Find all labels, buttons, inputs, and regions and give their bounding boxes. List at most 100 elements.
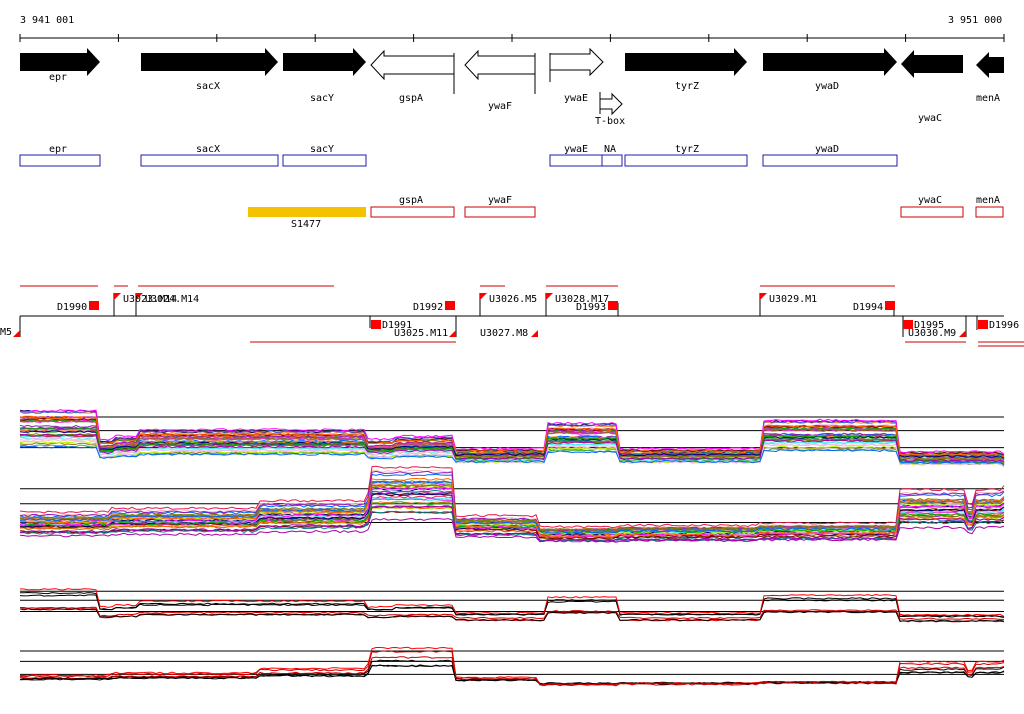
gene-label: tyrZ bbox=[675, 81, 699, 92]
feature-label: D1993 bbox=[576, 302, 606, 313]
marker-U3023[interactable] bbox=[114, 293, 121, 300]
marker-U3025[interactable] bbox=[449, 330, 456, 337]
gene-menA[interactable]: menA bbox=[976, 52, 1004, 104]
expression-line bbox=[19, 588, 1005, 617]
marker-U3027[interactable] bbox=[531, 330, 538, 337]
blue-box-epr[interactable]: epr bbox=[19, 144, 101, 167]
red-box-gspA[interactable]: gspA bbox=[370, 195, 455, 218]
feature-label: M5 bbox=[0, 327, 12, 338]
expression-tracks bbox=[19, 409, 1005, 687]
box-label: epr bbox=[49, 144, 67, 155]
expression-line bbox=[20, 606, 1004, 620]
gene-label: epr bbox=[49, 72, 67, 83]
marker-D1994[interactable] bbox=[885, 301, 895, 310]
box-label: ywaF bbox=[488, 195, 512, 206]
marker-D1992[interactable] bbox=[445, 301, 455, 310]
segment-bar-S1477[interactable] bbox=[248, 207, 366, 217]
gene-label: menA bbox=[976, 93, 1000, 104]
feature-label: D1992 bbox=[413, 302, 443, 313]
marker-D1995[interactable] bbox=[903, 320, 913, 329]
box-label: sacY bbox=[310, 144, 334, 155]
expression-line bbox=[19, 479, 1005, 532]
feature-label: U3026.M5 bbox=[489, 294, 537, 305]
feature-label: U3029.M1 bbox=[769, 294, 817, 305]
marker-U3026[interactable] bbox=[480, 293, 487, 300]
expression-line bbox=[19, 650, 1005, 686]
blue-box-track: epr sacX sacY ywaE NA tyrZ ywaD bbox=[19, 144, 898, 167]
expression-line bbox=[19, 433, 1005, 461]
red-box-ywaF[interactable]: ywaF bbox=[464, 195, 536, 218]
coord-start: 3 941 001 bbox=[20, 15, 74, 26]
expression-line bbox=[19, 416, 1005, 458]
gene-sacY[interactable]: sacY bbox=[283, 48, 366, 104]
marker-U3030[interactable] bbox=[959, 330, 966, 337]
blue-box-ywaD[interactable]: ywaD bbox=[762, 144, 898, 167]
gene-T-box[interactable]: T-box bbox=[595, 92, 625, 127]
expression-line bbox=[20, 646, 1005, 686]
gene-ywaE[interactable]: ywaE bbox=[549, 47, 604, 104]
blue-box-tyrZ[interactable]: tyrZ bbox=[624, 144, 748, 167]
marker-D1991[interactable] bbox=[371, 320, 381, 329]
expression-line bbox=[19, 477, 1005, 538]
expression-line bbox=[19, 440, 1005, 466]
expression-line bbox=[19, 486, 1005, 538]
feature-label: D1995 bbox=[914, 320, 944, 331]
red-box-menA[interactable]: menA bbox=[975, 195, 1004, 218]
expression-line bbox=[19, 505, 1005, 542]
box-label: sacX bbox=[196, 144, 220, 155]
expression-line bbox=[19, 469, 1005, 532]
marker-U3028[interactable] bbox=[546, 293, 553, 300]
gene-label: gspA bbox=[399, 93, 423, 104]
expression-panel-forward-summary bbox=[19, 588, 1005, 623]
marker-D1993[interactable] bbox=[608, 301, 618, 310]
blue-box-NA[interactable]: NA bbox=[601, 144, 623, 167]
box-label: NA bbox=[604, 144, 616, 155]
blue-box-sacY[interactable]: sacY bbox=[282, 144, 367, 167]
feature-label: D1990 bbox=[57, 302, 87, 313]
marker-M5[interactable] bbox=[13, 330, 20, 337]
gene-label: sacY bbox=[310, 93, 334, 104]
gene-ywaC[interactable]: ywaC bbox=[901, 50, 963, 124]
gene-track: epr sacX sacY gspA ywaF ywaE bbox=[20, 47, 1004, 127]
box-label: gspA bbox=[399, 195, 423, 206]
gene-tyrZ[interactable]: tyrZ bbox=[625, 48, 747, 92]
expression-line bbox=[19, 517, 1005, 543]
feature-label: D1996 bbox=[989, 320, 1019, 331]
expression-line bbox=[19, 470, 1005, 532]
marker-U3024[interactable] bbox=[136, 293, 143, 300]
expression-line bbox=[19, 409, 1005, 455]
marker-D1990[interactable] bbox=[89, 301, 99, 310]
gene-label: ywaE bbox=[564, 93, 588, 104]
gene-ywaD[interactable]: ywaD bbox=[763, 48, 897, 92]
gene-label: sacX bbox=[196, 81, 220, 92]
box-label: ywaE bbox=[564, 144, 588, 155]
gene-epr[interactable]: epr bbox=[20, 48, 100, 83]
segment-label: S1477 bbox=[291, 219, 321, 230]
blue-box-ywaE[interactable]: ywaE bbox=[549, 144, 603, 167]
expression-panel-reverse bbox=[19, 465, 1005, 543]
axis-ticks bbox=[19, 34, 1005, 42]
expression-line bbox=[19, 465, 1005, 529]
box-label: tyrZ bbox=[675, 144, 699, 155]
red-box-track: S1477 gspA ywaF ywaC menA bbox=[248, 195, 1004, 230]
coord-end: 3 951 000 bbox=[948, 15, 1002, 26]
marker-U3029[interactable] bbox=[760, 293, 767, 300]
gene-label: T-box bbox=[595, 116, 625, 127]
gene-sacX[interactable]: sacX bbox=[141, 48, 278, 92]
expression-line bbox=[19, 608, 1005, 622]
gene-gspA[interactable]: gspA bbox=[370, 49, 455, 104]
feature-label: D1994 bbox=[853, 302, 883, 313]
expression-line bbox=[19, 445, 1005, 466]
box-label: ywaC bbox=[918, 195, 942, 206]
expression-panel-reverse-summary bbox=[19, 646, 1005, 687]
marker-D1996[interactable] bbox=[978, 320, 988, 329]
gene-ywaF[interactable]: ywaF bbox=[464, 49, 536, 112]
gene-label: ywaF bbox=[488, 101, 512, 112]
blue-box-sacX[interactable]: sacX bbox=[140, 144, 279, 167]
expression-line bbox=[19, 437, 1005, 468]
feature-label: U3023.M14 bbox=[123, 294, 177, 305]
expression-panel-forward bbox=[19, 409, 1005, 468]
feature-label: U3025.M11 bbox=[394, 328, 448, 339]
red-box-ywaC[interactable]: ywaC bbox=[900, 195, 964, 218]
